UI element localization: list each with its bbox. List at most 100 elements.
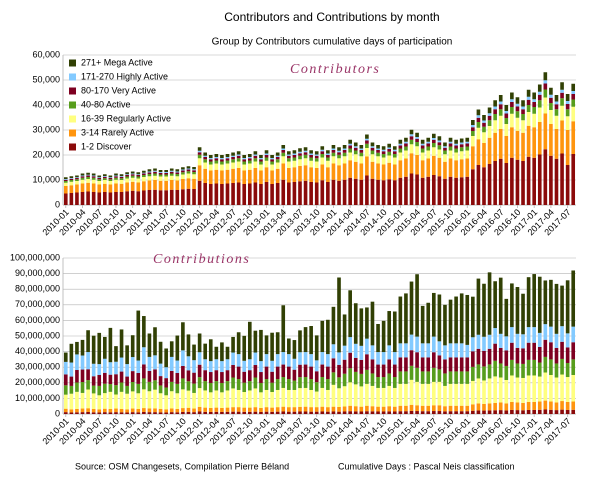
bar-segment	[465, 371, 470, 384]
bar-segment	[431, 405, 436, 412]
bar-segment	[225, 160, 230, 164]
bar-segment	[359, 156, 364, 164]
bar-segment	[392, 157, 397, 165]
bar-segment	[471, 351, 475, 367]
bar-segment	[448, 143, 453, 147]
bar-segment	[426, 141, 431, 144]
bar-segment	[443, 154, 447, 162]
bar-segment	[108, 391, 113, 410]
bar-segment	[292, 155, 297, 158]
bar-segment	[537, 362, 542, 377]
bar-segment	[142, 411, 146, 414]
bar-segment	[142, 190, 146, 205]
bar-segment	[231, 152, 235, 156]
bar-segment	[326, 150, 330, 154]
bar-segment	[365, 405, 369, 412]
bar-segment	[287, 411, 291, 414]
bar-segment	[125, 174, 129, 175]
bar-segment	[69, 343, 74, 363]
bar-segment	[181, 169, 185, 171]
bar-segment	[309, 155, 313, 158]
bar-segment	[114, 412, 118, 414]
bar-segment	[108, 362, 113, 375]
bar-segment	[119, 178, 124, 180]
bar-segment	[103, 180, 107, 184]
bar-segment	[471, 380, 475, 405]
bar-segment	[537, 409, 542, 414]
bar-segment	[365, 148, 369, 157]
bar-segment	[476, 109, 481, 116]
bar-segment	[549, 87, 553, 95]
bar-segment	[532, 92, 536, 100]
bar-segment	[147, 333, 152, 357]
bar-segment	[320, 364, 325, 378]
bar-segment	[381, 146, 386, 150]
bar-segment	[236, 366, 241, 380]
bar-segment	[431, 175, 436, 205]
bar-segment	[136, 408, 141, 413]
bar-segment	[571, 121, 576, 154]
bar-segment	[314, 411, 319, 414]
bar-segment	[365, 143, 369, 148]
bar-segment	[348, 352, 352, 369]
bar-segment	[443, 161, 447, 179]
bar-segment	[560, 401, 564, 410]
bar-segment	[153, 380, 157, 390]
bar-segment	[103, 336, 107, 359]
bar-segment	[203, 407, 208, 412]
bar-segment	[443, 385, 447, 407]
bar-segment	[103, 358, 107, 373]
bar-segment	[247, 407, 252, 412]
bar-segment	[158, 174, 163, 177]
bar-segment	[448, 411, 453, 414]
bar-segment	[186, 169, 191, 172]
bar-segment	[175, 335, 180, 361]
bar-segment	[565, 94, 570, 101]
bar-segment	[314, 182, 319, 205]
bar-segment	[147, 169, 152, 172]
bar-segment	[264, 160, 269, 168]
bar-segment	[303, 387, 308, 407]
bar-segment	[264, 155, 269, 158]
bar-segment	[437, 355, 442, 370]
bar-segment	[192, 360, 196, 373]
bar-segment	[63, 352, 68, 362]
bar-segment	[108, 384, 113, 392]
bar-segment	[108, 409, 113, 413]
bar-segment	[259, 407, 263, 412]
bar-segment	[292, 157, 297, 161]
bar-segment	[365, 338, 369, 355]
bar-segment	[426, 357, 431, 372]
bar-segment	[415, 352, 419, 368]
bar-segment	[80, 192, 85, 205]
bar-segment	[431, 138, 436, 140]
bar-segment	[214, 157, 219, 159]
bar-segment	[309, 153, 313, 155]
bar-segment	[549, 110, 553, 124]
bar-segment	[515, 103, 520, 107]
bar-segment	[392, 164, 397, 181]
bar-segment	[236, 168, 241, 183]
bar-segment	[387, 359, 392, 374]
bar-segment	[459, 293, 464, 344]
bar-segment	[331, 344, 336, 359]
bar-segment	[537, 376, 542, 402]
bar-segment	[270, 407, 274, 412]
bar-segment	[526, 342, 531, 360]
bar-segment	[560, 120, 564, 154]
bar-segment	[264, 150, 269, 154]
bar-segment	[493, 106, 497, 110]
bar-segment	[253, 158, 258, 162]
bar-segment	[125, 393, 129, 410]
y-tick-label: 100,000,000	[10, 252, 60, 262]
bar-segment	[142, 181, 146, 191]
bar-segment	[353, 161, 358, 179]
bar-segment	[560, 409, 564, 414]
bar-segment	[303, 152, 308, 155]
bar-segment	[75, 181, 79, 185]
page-title: Contributors and Contributions by month	[224, 10, 439, 24]
bar-segment	[275, 332, 280, 355]
bar-segment	[281, 406, 286, 412]
bar-segment	[537, 107, 542, 122]
bar-segment	[175, 372, 180, 384]
